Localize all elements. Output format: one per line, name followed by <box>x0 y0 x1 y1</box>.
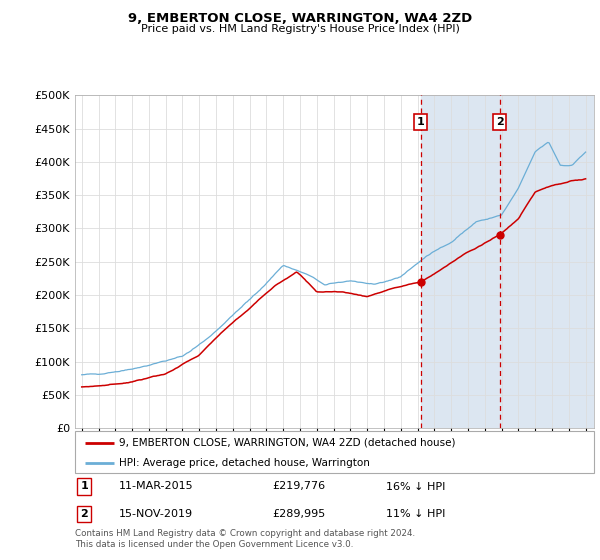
Text: 2: 2 <box>496 117 503 127</box>
Text: £219,776: £219,776 <box>272 482 325 492</box>
Text: 15-NOV-2019: 15-NOV-2019 <box>119 508 193 519</box>
Text: Contains HM Land Registry data © Crown copyright and database right 2024.
This d: Contains HM Land Registry data © Crown c… <box>75 529 415 549</box>
Text: £289,995: £289,995 <box>272 508 325 519</box>
Text: 11% ↓ HPI: 11% ↓ HPI <box>386 508 446 519</box>
Text: 9, EMBERTON CLOSE, WARRINGTON, WA4 2ZD (detached house): 9, EMBERTON CLOSE, WARRINGTON, WA4 2ZD (… <box>119 438 455 448</box>
Text: 1: 1 <box>417 117 425 127</box>
Text: 11-MAR-2015: 11-MAR-2015 <box>119 482 194 492</box>
Bar <box>421 95 594 428</box>
Text: 9, EMBERTON CLOSE, WARRINGTON, WA4 2ZD: 9, EMBERTON CLOSE, WARRINGTON, WA4 2ZD <box>128 12 472 25</box>
Text: Price paid vs. HM Land Registry's House Price Index (HPI): Price paid vs. HM Land Registry's House … <box>140 24 460 34</box>
Text: 16% ↓ HPI: 16% ↓ HPI <box>386 482 446 492</box>
Text: 1: 1 <box>80 482 88 492</box>
FancyBboxPatch shape <box>75 431 594 473</box>
Text: HPI: Average price, detached house, Warrington: HPI: Average price, detached house, Warr… <box>119 458 370 468</box>
Text: 2: 2 <box>80 508 88 519</box>
